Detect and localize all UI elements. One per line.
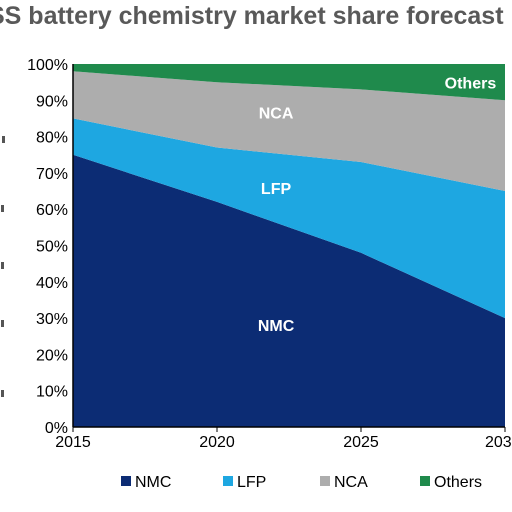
x-tick-label: 2025 bbox=[343, 434, 379, 451]
legend-label-lfp: LFP bbox=[237, 474, 266, 491]
y-tick-label: 70% bbox=[36, 166, 68, 183]
legend-label-others: Others bbox=[434, 474, 482, 491]
legend: NMC LFP NCA Others bbox=[121, 474, 482, 491]
legend-label-nmc: NMC bbox=[135, 474, 171, 491]
y-tick-label: 40% bbox=[36, 275, 68, 292]
x-tick-label: 2015 bbox=[55, 434, 91, 451]
legend-swatch-nmc bbox=[121, 476, 131, 486]
legend-item-nca: NCA bbox=[320, 474, 368, 491]
y-tick-label: 60% bbox=[36, 202, 68, 219]
y-tick-label: 10% bbox=[36, 384, 68, 401]
cropped-label-fragment bbox=[1, 390, 4, 397]
area-nmc bbox=[73, 154, 505, 428]
legend-label-nca: NCA bbox=[334, 474, 368, 491]
legend-swatch-lfp bbox=[223, 476, 233, 486]
x-axis-ticks: 2015 2020 2025 203 bbox=[55, 427, 512, 451]
cropped-label-fragment bbox=[2, 136, 5, 143]
legend-item-lfp: LFP bbox=[223, 474, 266, 491]
cropped-label-fragment bbox=[1, 320, 4, 327]
legend-item-nmc: NMC bbox=[121, 474, 171, 491]
y-tick-label: 20% bbox=[36, 347, 68, 364]
legend-swatch-others bbox=[420, 476, 430, 486]
plot-areas bbox=[73, 64, 505, 428]
cropped-label-fragment bbox=[1, 205, 4, 212]
x-tick-label: 2020 bbox=[199, 434, 235, 451]
y-tick-label: 0% bbox=[45, 420, 68, 437]
clipped-ylabel-fragments bbox=[1, 136, 5, 397]
area-label-lfp: LFP bbox=[261, 181, 292, 198]
legend-swatch-nca bbox=[320, 476, 330, 486]
cropped-label-fragment bbox=[1, 262, 4, 269]
area-lfp bbox=[73, 118, 505, 319]
x-tick-label: 203 bbox=[485, 434, 512, 451]
area-label-nca: NCA bbox=[259, 105, 294, 122]
y-axis-ticks: 0% 10% 20% 30% 40% 50% 60% 70% 80% 90% 100% bbox=[27, 57, 68, 437]
area-others bbox=[73, 64, 505, 101]
y-tick-label: 80% bbox=[36, 130, 68, 147]
axes bbox=[72, 64, 505, 428]
area-nca bbox=[73, 71, 505, 191]
y-tick-label: 50% bbox=[36, 239, 68, 256]
y-tick-label: 30% bbox=[36, 311, 68, 328]
area-label-others: Others bbox=[445, 76, 497, 93]
legend-item-others: Others bbox=[420, 474, 482, 491]
area-labels: NMC LFP NCA Others bbox=[258, 76, 497, 335]
y-tick-label: 100% bbox=[27, 57, 68, 74]
chart-title: SS battery chemistry market share foreca… bbox=[0, 2, 504, 30]
area-label-nmc: NMC bbox=[258, 318, 295, 335]
y-tick-label: 90% bbox=[36, 93, 68, 110]
